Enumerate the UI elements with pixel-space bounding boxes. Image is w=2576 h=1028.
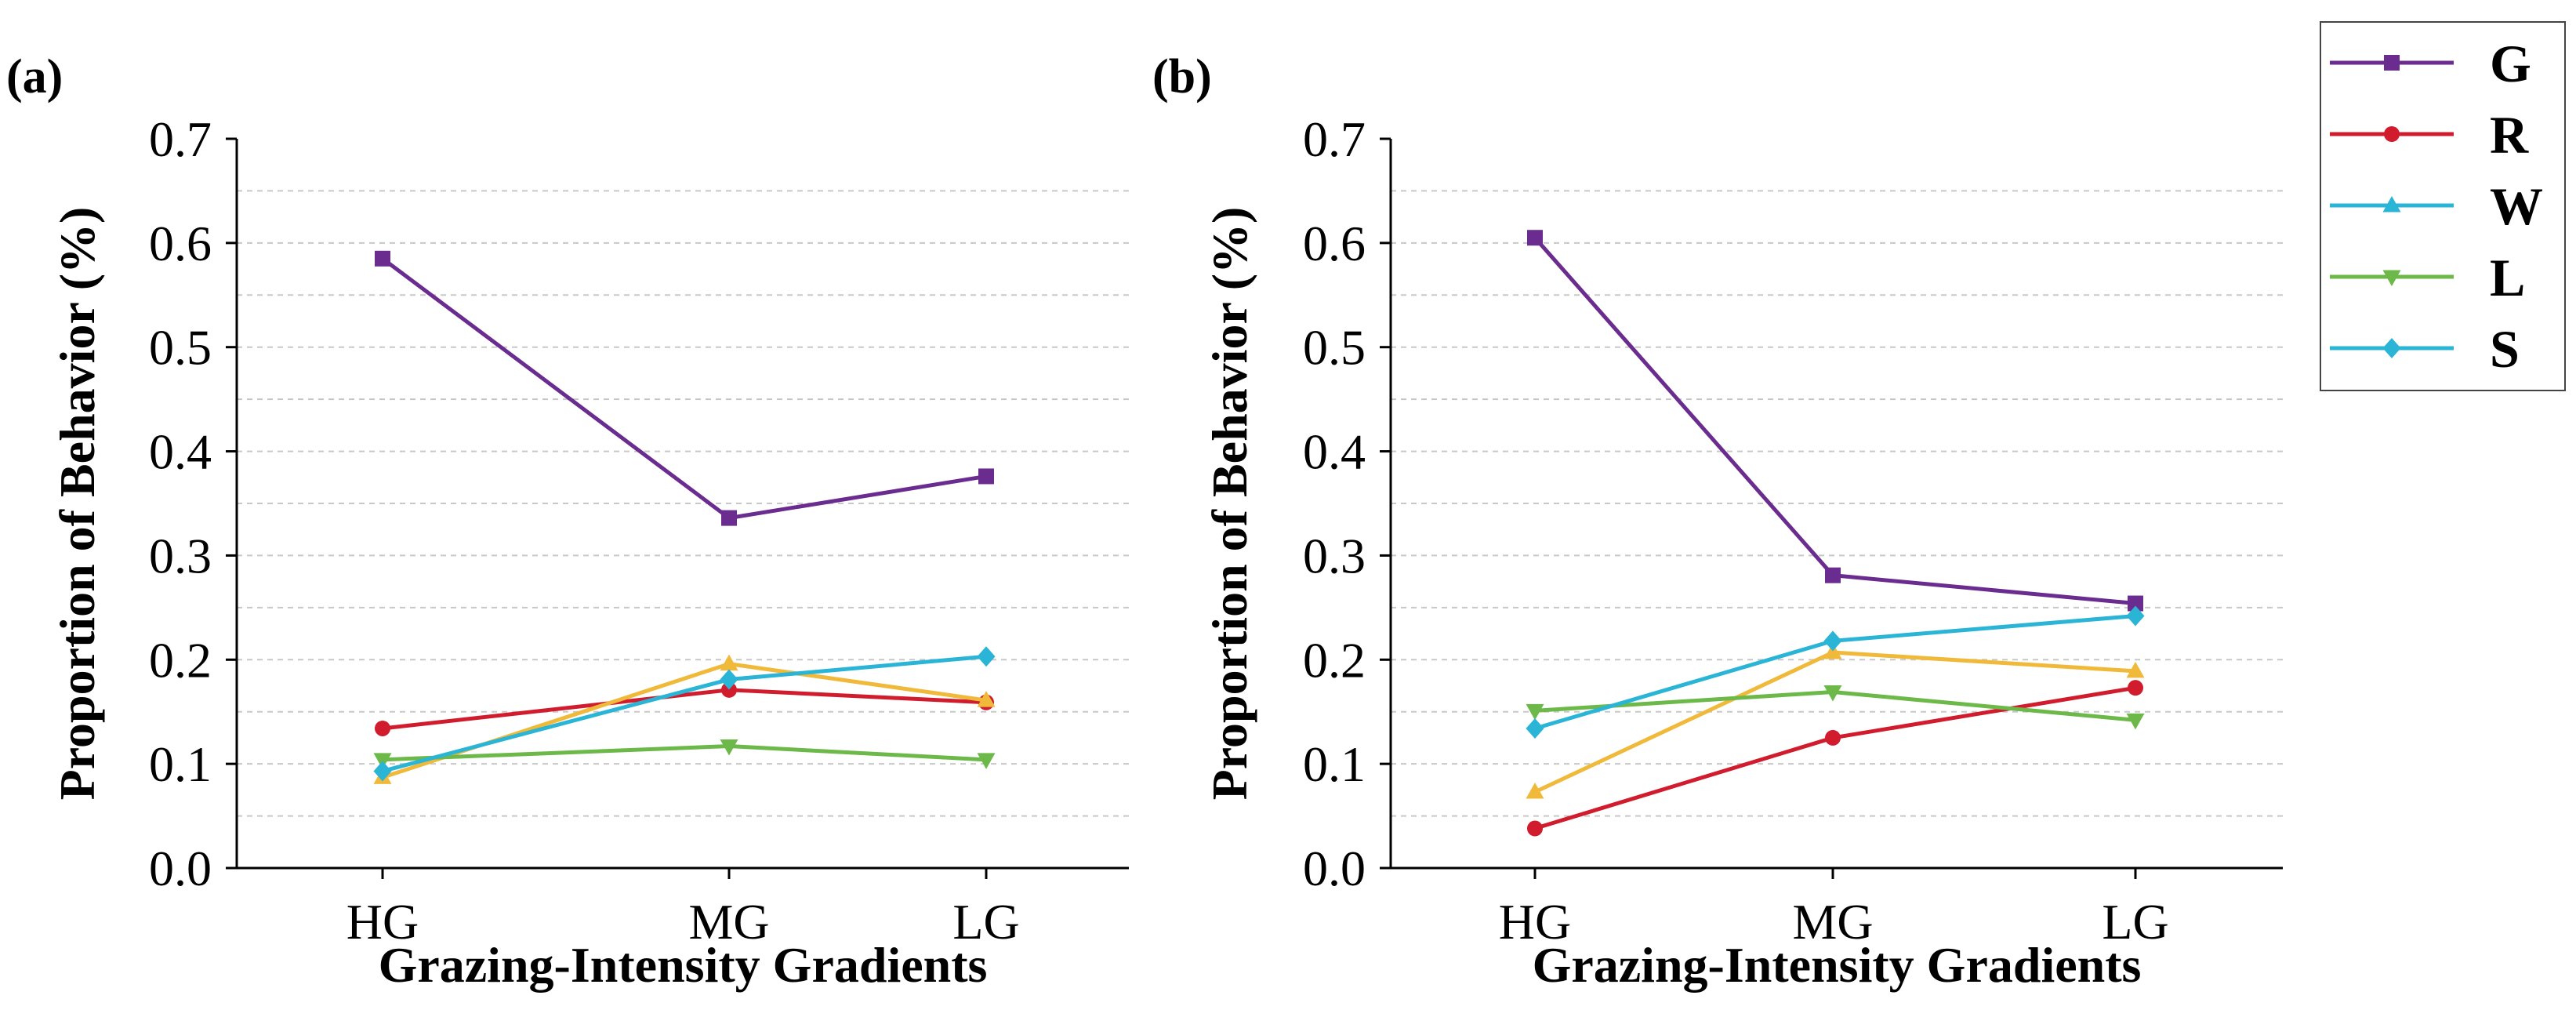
series-g-line [1533, 236, 2136, 606]
legend-w-marker [2382, 196, 2401, 213]
legend-g-label: G [2490, 34, 2531, 93]
series-r-point [375, 720, 390, 736]
y-tick-label: 0.3 [1303, 528, 1366, 583]
series-w-line [1533, 650, 2136, 794]
series-g-line [381, 256, 987, 521]
series-s-point [720, 669, 738, 690]
series-l-point [977, 753, 996, 769]
series-l-point [1823, 685, 1842, 702]
series-w-point [720, 654, 738, 671]
panel-label: (b) [1152, 50, 1212, 104]
series-r-point [2128, 680, 2143, 696]
legend-s-label: S [2490, 319, 2520, 379]
series-g-point [978, 468, 994, 485]
series-r-line [1534, 685, 2136, 830]
series-g-point [375, 250, 390, 267]
y-tick-label: 0.0 [149, 841, 212, 896]
y-axis-title: Proportion of Behavior (%) [49, 207, 105, 801]
panel-b: 0.0 0.1 0.2 0.3 0.4 0.5 0.6 0.7 HG MG LG (b) Proport… [1152, 50, 2283, 993]
legend-r-marker [2384, 126, 2400, 142]
series-g-point [1825, 567, 1841, 583]
y-tick-label: 0.7 [149, 111, 212, 167]
x-tick-label: LG [2102, 894, 2168, 950]
y-tick-label: 0.4 [149, 424, 212, 480]
y-tick-label: 0.5 [1303, 320, 1366, 376]
y-tick-label: 0.0 [1303, 841, 1366, 896]
series-g-point [1527, 230, 1543, 246]
panel-a: 0.0 0.1 0.2 0.3 0.4 0.5 0.6 0.7 HG MG LG (a) Proport… [6, 50, 1129, 993]
series-w-line [382, 662, 987, 779]
series-s-point [373, 761, 392, 782]
x-tick-label: MG [1792, 894, 1873, 950]
x-tick-label: LG [952, 894, 1019, 950]
series-l-point [2126, 713, 2145, 730]
legend-l-marker [2382, 270, 2401, 286]
legend-r-label: R [2490, 105, 2529, 165]
series-g-point [721, 510, 737, 526]
series-w-point [1526, 783, 1544, 799]
y-tick-label: 0.6 [1303, 216, 1366, 271]
y-tick-label: 0.1 [149, 736, 212, 792]
series-w-point [977, 691, 996, 707]
series-r-point [1527, 820, 1543, 837]
series-r-point [721, 681, 737, 698]
series-g-point [2128, 595, 2143, 612]
legend-l-label: L [2490, 248, 2525, 307]
y-tick-label: 0.2 [149, 632, 212, 688]
series-l-point [1526, 703, 1544, 721]
series-l-point [720, 739, 738, 756]
x-axis-title: Grazing-Intensity Gradients [379, 937, 988, 993]
y-tick-label: 0.4 [1303, 424, 1366, 480]
legend-w-label: W [2490, 176, 2543, 236]
x-tick-label: HG [1499, 894, 1571, 950]
x-tick-label: HG [346, 894, 419, 950]
y-tick-label: 0.7 [1303, 111, 1366, 167]
panel-label: (a) [6, 50, 63, 104]
series-r-line [382, 688, 987, 731]
y-tick-label: 0.1 [1303, 736, 1366, 792]
y-tick-label: 0.2 [1303, 632, 1366, 688]
y-axis-title: Proportion of Behavior (%) [1202, 207, 1257, 801]
series-s-point [1526, 717, 1544, 739]
series-s-point [1823, 630, 1842, 652]
y-tick-label: 0.5 [149, 320, 212, 376]
legend-g-marker [2384, 55, 2400, 71]
y-tick-label: 0.3 [149, 528, 212, 583]
series-s-point [2126, 605, 2145, 627]
series-r-point [1825, 729, 1841, 746]
x-axis-title: Grazing-Intensity Gradients [1533, 937, 2142, 993]
x-tick-label: MG [688, 894, 769, 950]
series-s-point [977, 646, 996, 667]
series-w-point [2126, 661, 2145, 678]
y-tick-label: 0.6 [149, 216, 212, 271]
legend-s-marker [2382, 338, 2401, 358]
